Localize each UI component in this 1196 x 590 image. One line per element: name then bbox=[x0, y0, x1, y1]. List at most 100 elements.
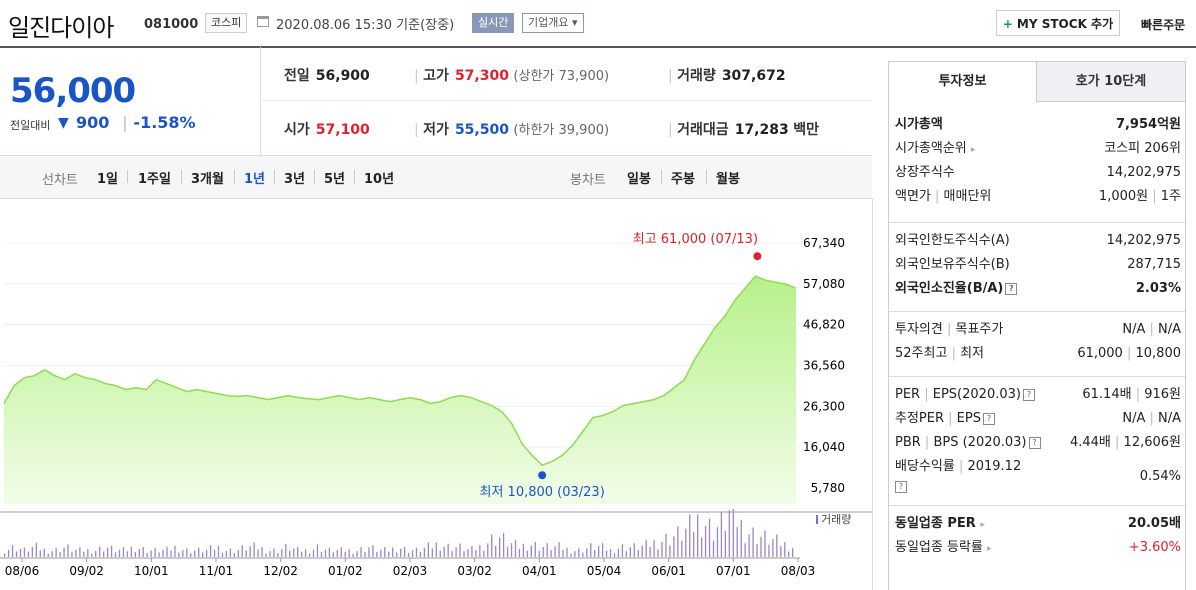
x-tick-label: 02/03 bbox=[393, 564, 428, 578]
period-5y[interactable]: 5년 bbox=[324, 172, 346, 187]
volume-bar bbox=[736, 526, 738, 557]
info-key: 배당수익률 | 2019.12? bbox=[895, 456, 1021, 493]
period-1y[interactable]: 1년 bbox=[244, 172, 266, 187]
volume-bar bbox=[740, 519, 742, 557]
volume-bar bbox=[110, 545, 113, 557]
volume-bar bbox=[7, 549, 10, 557]
chart-right-border bbox=[872, 198, 873, 590]
volume-bar bbox=[297, 547, 299, 557]
info-value: +3.60% bbox=[1129, 537, 1181, 559]
volume-bar bbox=[423, 547, 426, 557]
info-row: 액면가 | 매매단위 1,000원 | 1주 bbox=[895, 186, 1181, 208]
volume-bar bbox=[281, 548, 283, 557]
divider: | bbox=[920, 435, 934, 450]
volume-bar bbox=[225, 550, 228, 557]
info-value-text: +3.60% bbox=[1128, 540, 1181, 555]
help-icon[interactable]: ? bbox=[1028, 436, 1041, 449]
volume-bar bbox=[233, 553, 235, 557]
info-key-label: 시가총액 bbox=[895, 117, 943, 132]
volume-bar bbox=[574, 551, 576, 557]
period-10y[interactable]: 10년 bbox=[364, 172, 395, 187]
volume-bar bbox=[411, 550, 414, 557]
volume-bar bbox=[487, 543, 489, 557]
volume-bar bbox=[154, 547, 156, 557]
realtime-button[interactable]: 실시간 bbox=[472, 13, 515, 33]
max-point[interactable] bbox=[753, 252, 762, 261]
info-key-label: 배당수익률 bbox=[895, 459, 955, 474]
price-change-percent: | -1.58% bbox=[122, 113, 196, 132]
info-row: 외국인소진율(B/A)? 2.03% bbox=[895, 278, 1181, 300]
add-my-stock-button[interactable]: + MY STOCK 추가 bbox=[996, 10, 1120, 36]
candle-monthly[interactable]: 월봉 bbox=[716, 172, 740, 187]
period-3m[interactable]: 3개월 bbox=[191, 172, 224, 187]
help-icon[interactable]: ? bbox=[1005, 282, 1018, 295]
volume-bar bbox=[79, 547, 81, 557]
info-key-label: 외국인보유주식수(B) bbox=[895, 257, 1010, 272]
volume-bar bbox=[744, 543, 746, 557]
info-value-text: 14,202,975 bbox=[1106, 233, 1181, 248]
volume-bar bbox=[55, 548, 57, 557]
volume-bar bbox=[550, 550, 552, 557]
stock-name[interactable]: 일진다이아 bbox=[8, 14, 114, 42]
volume-bar bbox=[522, 543, 525, 557]
volume-bar bbox=[407, 553, 410, 557]
volume-bar bbox=[419, 552, 422, 557]
info-key: 상장주식수 bbox=[895, 162, 955, 184]
volume-bar bbox=[95, 551, 97, 557]
period-1w[interactable]: 1주일 bbox=[138, 172, 171, 187]
x-axis: 08/06 09/02 10/01 11/01 12/02 01/02 02/03 03/02… bbox=[5, 558, 815, 578]
divider: | bbox=[942, 322, 956, 337]
info-value: 14,202,975 bbox=[1107, 230, 1181, 252]
company-overview-dropdown[interactable]: 기업개요 ▾ bbox=[522, 13, 584, 33]
period-1d[interactable]: 1일 bbox=[97, 172, 119, 187]
y-axis: 67,340 57,080 46,820 36,560 26,300 16,040 5,78… bbox=[803, 236, 845, 495]
volume-bar bbox=[166, 546, 168, 557]
y-tick-label: 57,080 bbox=[803, 277, 845, 291]
change-label: 전일대비 bbox=[10, 119, 51, 132]
period-3y[interactable]: 3년 bbox=[284, 172, 306, 187]
divider bbox=[314, 170, 315, 183]
volume-bar bbox=[752, 527, 754, 557]
volume-bar bbox=[158, 552, 160, 557]
volume-bar bbox=[75, 549, 77, 557]
candle-weekly[interactable]: 주봉 bbox=[671, 172, 695, 187]
section-divider bbox=[889, 311, 1185, 312]
info-value-text: 12,606원 bbox=[1123, 435, 1181, 450]
tab-investment-info[interactable]: 투자정보 bbox=[889, 62, 1037, 102]
volume-bar bbox=[380, 549, 382, 557]
help-icon[interactable]: ? bbox=[895, 481, 907, 493]
divider: | bbox=[1145, 411, 1158, 426]
volume-bar bbox=[629, 547, 631, 557]
info-key-label: 투자의견 bbox=[895, 322, 943, 337]
info-key: PBR | BPS (2020.03)? bbox=[895, 432, 1041, 454]
help-icon[interactable]: ? bbox=[982, 412, 995, 425]
volume-bar bbox=[198, 547, 200, 557]
divider bbox=[181, 170, 182, 183]
volume-bar bbox=[653, 540, 655, 557]
arrow-right-icon: ▸ bbox=[970, 145, 976, 155]
divider: | bbox=[1122, 346, 1136, 361]
volume-bar bbox=[570, 553, 572, 557]
quick-order-link[interactable]: 빠른주문 bbox=[1141, 18, 1186, 32]
help-icon[interactable]: ? bbox=[1022, 388, 1035, 401]
chart-period-bar: 선차트 1일 1주일 3개월 1년 3년 5년 10년 봉차트 일봉 주봉 월봉 bbox=[0, 155, 872, 199]
tab-order-book[interactable]: 호가 10단계 bbox=[1037, 62, 1185, 102]
volume-bar bbox=[625, 551, 628, 557]
volume-bar bbox=[760, 536, 762, 557]
volume-bar bbox=[756, 544, 758, 557]
info-value-text: N/A bbox=[1158, 411, 1181, 426]
info-key: 외국인보유주식수(B) bbox=[895, 254, 1010, 276]
candle-daily[interactable]: 일봉 bbox=[627, 172, 651, 187]
volume-bar bbox=[530, 545, 532, 557]
price-change: 900 bbox=[76, 113, 110, 132]
day-high: | 고가 57,300 (상한가 73,900) bbox=[414, 68, 610, 84]
info-key-label: 2019.12 bbox=[967, 459, 1022, 474]
info-key-label: BPS (2020.03) bbox=[933, 435, 1027, 450]
volume-bar bbox=[590, 543, 592, 557]
volume-bar bbox=[202, 552, 204, 557]
info-key-label: 목표주가 bbox=[955, 322, 1004, 337]
volume-bar bbox=[269, 551, 271, 557]
price-chart[interactable]: 최고 61,000 (07/13) 최저 10,800 (03/23) 67,3… bbox=[0, 198, 872, 590]
plus-icon: + bbox=[1002, 17, 1013, 31]
min-point[interactable] bbox=[538, 471, 547, 480]
